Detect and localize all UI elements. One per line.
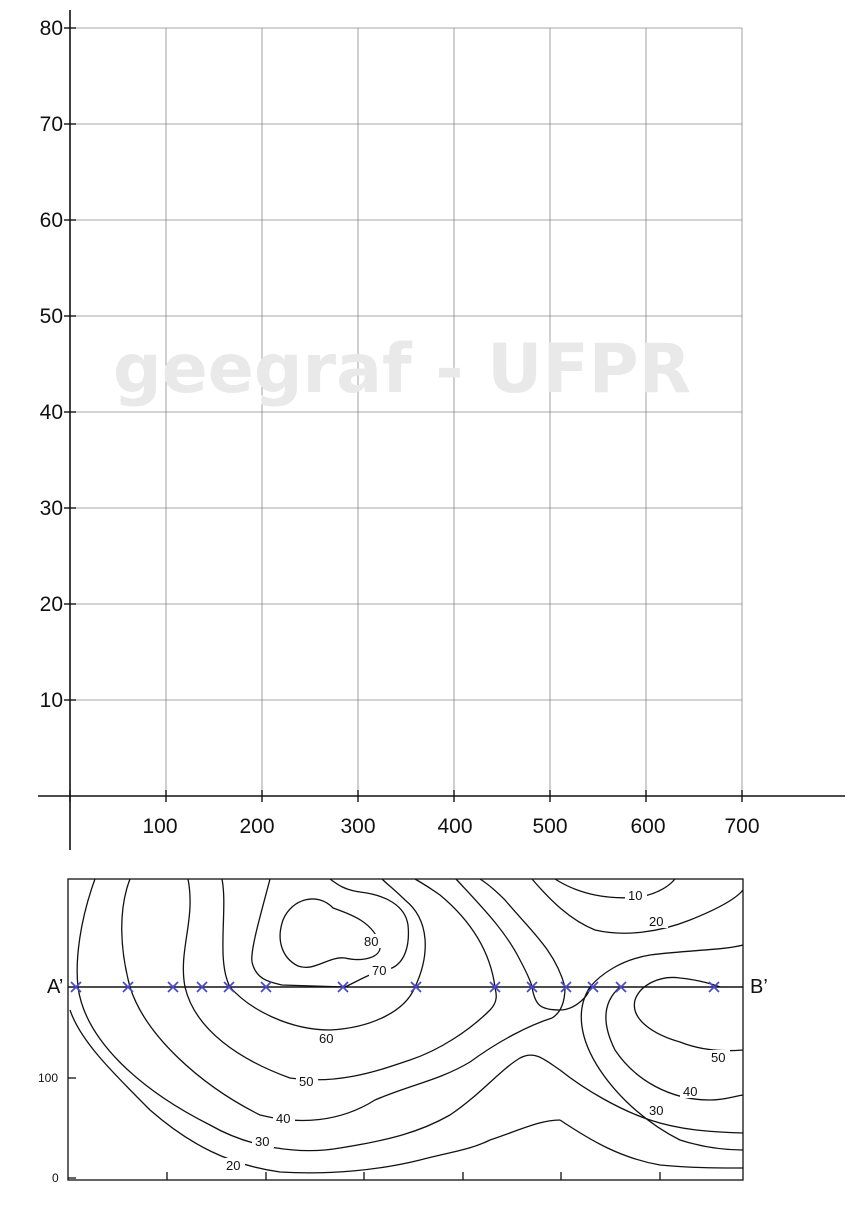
contour-label: 30 bbox=[255, 1134, 269, 1149]
contour-line-20 bbox=[489, 1119, 561, 1141]
x-tick-label: 600 bbox=[630, 815, 665, 838]
contour-label: 80 bbox=[364, 934, 378, 949]
crossing-marker bbox=[223, 981, 235, 993]
y-tick-label: 20 bbox=[40, 593, 63, 616]
contour-label: 10 bbox=[628, 888, 642, 903]
y-tick-label: 30 bbox=[40, 497, 63, 520]
map-y-label-100: 100 bbox=[38, 1071, 58, 1085]
crossing-marker bbox=[560, 981, 572, 993]
contour-lines bbox=[69, 878, 744, 1174]
contour-line-10 bbox=[554, 878, 676, 899]
y-tick-label: 80 bbox=[40, 17, 63, 40]
contour-line-30 bbox=[76, 878, 744, 1152]
map-y-label-0: 0 bbox=[52, 1171, 59, 1185]
point-a-label: A’ bbox=[47, 976, 63, 998]
profile-grid: 80 70 60 50 40 30 20 10 100 200 300 400 … bbox=[38, 10, 845, 850]
y-tick-label: 10 bbox=[40, 689, 63, 712]
crossing-markers bbox=[70, 981, 720, 993]
y-tick-label: 40 bbox=[40, 401, 63, 424]
contour-line-70 bbox=[251, 878, 410, 988]
crossing-marker bbox=[196, 981, 208, 993]
crossing-marker bbox=[410, 981, 422, 993]
contour-label: 50 bbox=[299, 1074, 313, 1089]
contour-label: 30 bbox=[649, 1103, 663, 1118]
x-tick-label: 200 bbox=[239, 815, 274, 838]
contour-line-20 bbox=[69, 1009, 491, 1174]
contour-label: 40 bbox=[683, 1084, 697, 1099]
crossing-marker bbox=[167, 981, 179, 993]
x-tick-label: 300 bbox=[340, 815, 375, 838]
x-tick-label: 400 bbox=[437, 815, 472, 838]
map-x-tick-marks bbox=[166, 1172, 661, 1180]
vertical-gridlines bbox=[165, 28, 743, 796]
x-tick-label: 700 bbox=[724, 815, 759, 838]
crossing-marker bbox=[615, 981, 627, 993]
y-tick-label: 50 bbox=[40, 305, 63, 328]
crossing-marker bbox=[337, 981, 349, 993]
x-tick-labels: 100 200 300 400 500 600 700 bbox=[142, 815, 759, 838]
map-y-tick-marks bbox=[68, 1077, 76, 1179]
contour-label: 50 bbox=[711, 1050, 725, 1065]
horizontal-gridlines bbox=[70, 27, 742, 701]
contour-map: 100 0 bbox=[38, 878, 768, 1185]
y-tick-label: 70 bbox=[40, 113, 63, 136]
crossing-marker bbox=[708, 981, 720, 993]
contour-label: 60 bbox=[319, 1031, 333, 1046]
crossing-marker bbox=[122, 981, 134, 993]
crossing-marker bbox=[526, 981, 538, 993]
crossing-marker bbox=[587, 981, 599, 993]
y-tick-labels: 80 70 60 50 40 30 20 10 bbox=[40, 17, 63, 712]
contour-label: 70 bbox=[372, 963, 386, 978]
y-tick-label: 60 bbox=[40, 209, 63, 232]
contour-line-20 bbox=[531, 878, 744, 934]
contour-label: 40 bbox=[276, 1111, 290, 1126]
y-tick-marks bbox=[64, 27, 76, 701]
contour-line-30 bbox=[580, 986, 744, 1151]
contour-label: 20 bbox=[226, 1158, 240, 1173]
x-tick-marks bbox=[69, 790, 743, 802]
contour-line-50 bbox=[182, 878, 497, 1081]
contour-line-80 bbox=[279, 898, 381, 968]
contour-line-50 bbox=[633, 976, 744, 1052]
watermark-text: geegraf - UFPR bbox=[113, 330, 691, 409]
contour-line-20 bbox=[559, 1119, 744, 1169]
crossing-marker bbox=[70, 981, 82, 993]
contour-label: 20 bbox=[649, 914, 663, 929]
x-tick-label: 500 bbox=[532, 815, 567, 838]
contour-line-40 bbox=[121, 878, 566, 1122]
contour-labels: 10 20 80 70 60 50 40 30 20 50 40 30 bbox=[223, 888, 730, 1173]
point-b-label: B’ bbox=[750, 976, 768, 998]
x-tick-label: 100 bbox=[142, 815, 177, 838]
map-frame bbox=[67, 878, 744, 1181]
crossing-marker bbox=[489, 981, 501, 993]
contour-line-30 bbox=[455, 878, 744, 1011]
contour-line-60 bbox=[221, 878, 426, 1031]
crossing-marker bbox=[260, 981, 272, 993]
contour-line-40 bbox=[605, 986, 744, 1101]
